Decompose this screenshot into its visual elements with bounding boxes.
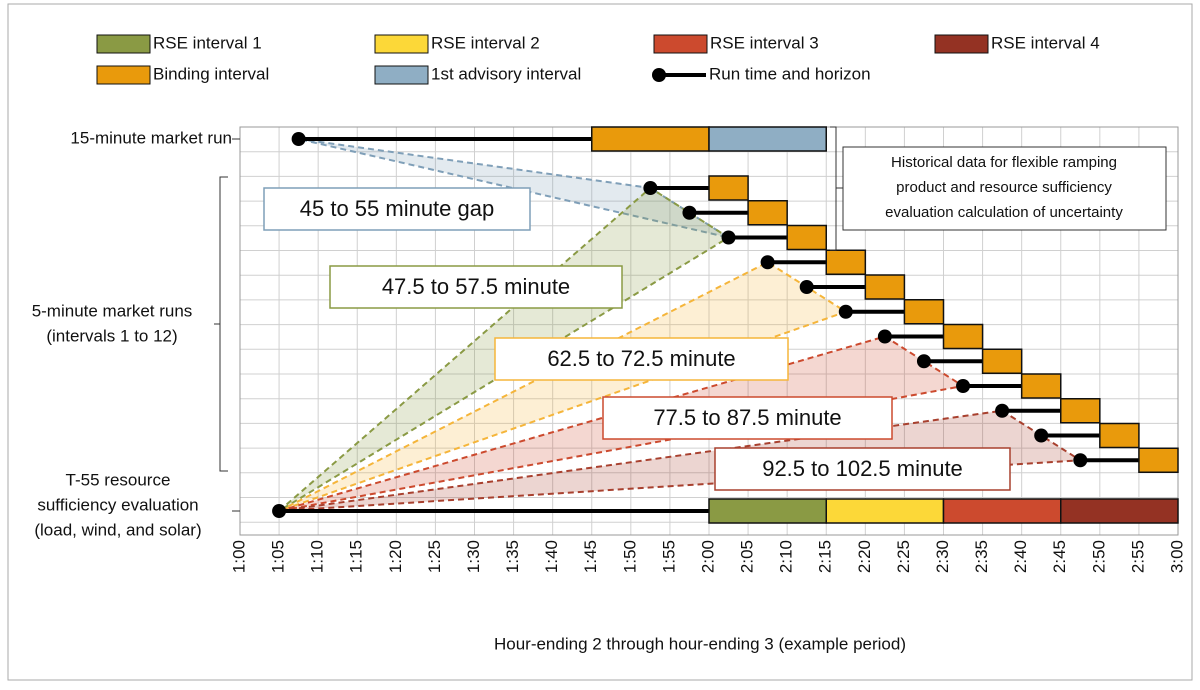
legend-swatch <box>96 65 151 85</box>
x-tick-label: 2:55 <box>1128 540 1147 573</box>
interval-box <box>1138 447 1179 473</box>
x-tick-label: 1:40 <box>542 540 561 573</box>
annotation: 45 to 55 minute gap <box>300 196 494 221</box>
annotation-box <box>329 265 623 309</box>
x-tick-label: 1:45 <box>581 540 600 573</box>
x-tick-label: 3:00 <box>1167 540 1186 573</box>
legend-label: Run time and horizon <box>709 64 871 83</box>
x-tick-label: 1:35 <box>503 540 522 573</box>
x-axis-title: Hour-ending 2 through hour-ending 3 (exa… <box>494 634 906 653</box>
x-tick-label: 2:35 <box>972 540 991 573</box>
x-tick-label: 1:05 <box>269 540 288 573</box>
legend-swatch <box>652 68 666 82</box>
x-tick-label: 2:45 <box>1050 540 1069 573</box>
legend-label: RSE interval 4 <box>991 33 1100 52</box>
interval-box <box>708 498 827 524</box>
legend-swatch <box>96 34 151 54</box>
annotation-box <box>602 396 893 440</box>
run-time-dot <box>1034 428 1049 443</box>
legend-swatch <box>934 34 989 54</box>
annotation-box <box>263 187 531 231</box>
x-tick-label: 1:30 <box>464 540 483 573</box>
row-label: sufficiency evaluation <box>37 495 198 514</box>
interval-box <box>591 126 710 152</box>
interval-box <box>942 498 1062 524</box>
annotation-box <box>494 337 789 381</box>
x-tick-label: 2:00 <box>698 540 717 573</box>
run-time-dot <box>721 230 736 245</box>
run-time-dot <box>956 379 971 393</box>
x-tick-label: 1:15 <box>347 540 366 573</box>
annotation: 47.5 to 57.5 minute <box>382 274 570 299</box>
interval-box <box>942 323 984 350</box>
x-tick-label: 1:00 <box>229 540 248 573</box>
run-time-dot <box>291 132 306 146</box>
row-label: 5-minute market runs <box>32 301 193 320</box>
interval-box <box>1099 422 1140 449</box>
note-line: product and resource sufficiency <box>896 179 1112 196</box>
run-time-dot <box>272 504 287 518</box>
run-time-dot <box>877 329 892 344</box>
legend-swatch <box>653 34 708 54</box>
bracket <box>214 176 228 472</box>
run-time-dot <box>995 403 1010 418</box>
note-line: Historical data for flexible ramping <box>891 154 1117 171</box>
legend-label: RSE interval 3 <box>710 33 819 52</box>
x-tick-label: 2:50 <box>1089 540 1108 573</box>
interval-box <box>1060 398 1101 424</box>
legend-label: 1st advisory interval <box>431 64 581 83</box>
legend-swatch <box>374 65 429 85</box>
annotation-box <box>714 447 1011 491</box>
row-label: 15-minute market run <box>70 128 232 147</box>
annotation: 77.5 to 87.5 minute <box>653 405 841 430</box>
row-label: (intervals 1 to 12) <box>46 326 177 345</box>
x-tick-label: 2:15 <box>816 540 835 573</box>
annotation: 92.5 to 102.5 minute <box>762 456 963 481</box>
legend-label: RSE interval 2 <box>431 33 540 52</box>
note-line: evaluation calculation of uncertainty <box>885 204 1123 221</box>
x-tick-label: 2:25 <box>894 540 913 573</box>
row-label: T-55 resource <box>66 470 171 489</box>
x-tick-label: 1:25 <box>425 540 444 573</box>
x-tick-label: 2:10 <box>777 540 796 573</box>
x-tick-label: 1:10 <box>308 540 327 573</box>
interval-box <box>825 249 867 275</box>
legend-label: Binding interval <box>153 64 269 83</box>
legend-swatch <box>374 34 429 54</box>
interval-box <box>708 175 749 201</box>
interval-box <box>747 200 788 226</box>
x-tick-label: 2:30 <box>933 540 952 573</box>
note-box <box>842 146 1167 231</box>
run-time-dot <box>643 181 658 195</box>
x-tick-label: 1:55 <box>659 540 678 573</box>
interval-box <box>1020 373 1062 399</box>
row-label: (load, wind, and solar) <box>34 520 201 539</box>
x-tick-label: 2:05 <box>738 540 757 573</box>
run-time-dot <box>916 354 931 369</box>
x-tick-label: 1:20 <box>386 540 405 573</box>
bracket <box>830 126 843 251</box>
interval-box <box>708 126 827 152</box>
run-time-dot <box>838 304 853 319</box>
x-tick-label: 2:40 <box>1011 540 1030 573</box>
interval-box <box>1060 498 1179 524</box>
x-tick-label: 2:20 <box>855 540 874 573</box>
annotation: 62.5 to 72.5 minute <box>547 346 735 371</box>
interval-box <box>864 274 906 300</box>
interval-box <box>981 348 1023 374</box>
interval-box <box>903 299 945 325</box>
interval-box <box>825 498 945 524</box>
legend-label: RSE interval 1 <box>153 33 262 52</box>
x-tick-label: 1:50 <box>620 540 639 573</box>
run-time-dot <box>799 280 814 294</box>
run-time-dot <box>760 255 775 270</box>
run-time-dot <box>682 205 697 220</box>
interval-box <box>786 224 828 251</box>
run-time-dot <box>1073 453 1088 468</box>
